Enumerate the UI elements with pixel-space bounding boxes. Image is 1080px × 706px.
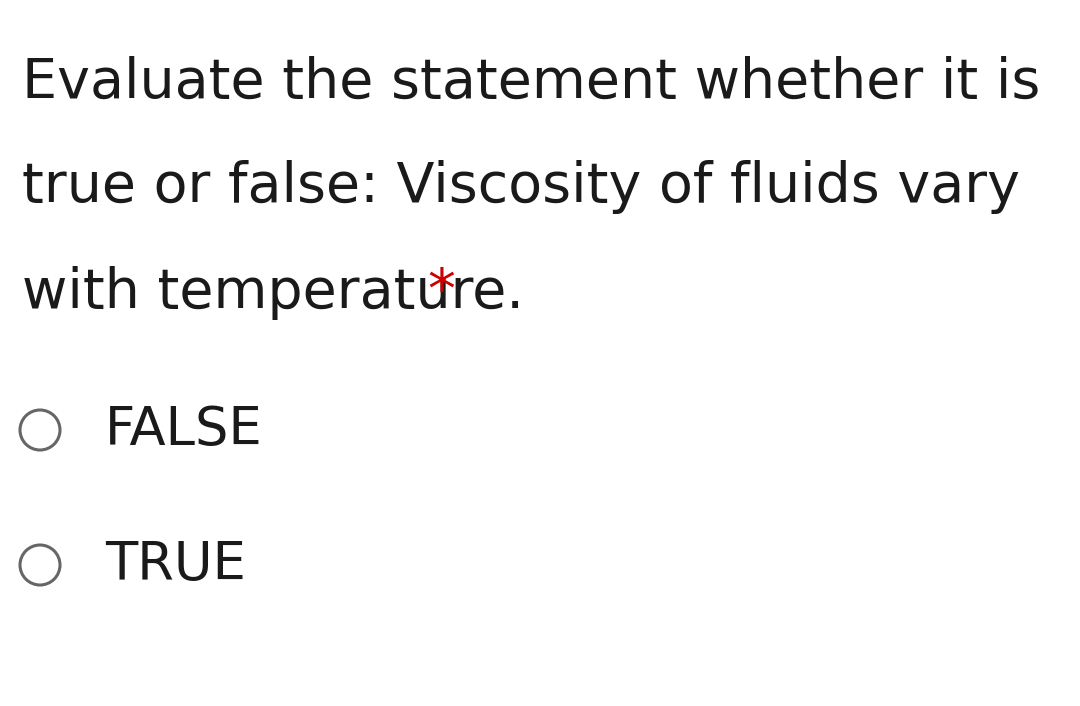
Text: TRUE: TRUE bbox=[105, 539, 246, 591]
Text: with temperature.: with temperature. bbox=[22, 265, 542, 320]
Text: Evaluate the statement whether it is: Evaluate the statement whether it is bbox=[22, 56, 1040, 109]
Text: true or false: Viscosity of fluids vary: true or false: Viscosity of fluids vary bbox=[22, 160, 1020, 215]
Text: FALSE: FALSE bbox=[105, 404, 262, 456]
Text: *: * bbox=[427, 265, 455, 320]
